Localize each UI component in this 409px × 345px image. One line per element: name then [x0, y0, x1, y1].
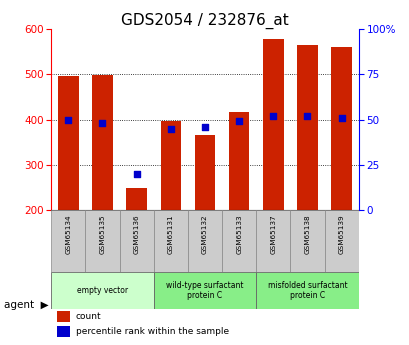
Bar	[57, 326, 70, 337]
Text: GSM65132: GSM65132	[202, 214, 207, 254]
Bar	[330, 47, 351, 210]
Bar	[228, 112, 249, 210]
Bar	[324, 210, 358, 273]
Bar	[119, 210, 153, 273]
Bar	[160, 121, 181, 210]
Text: misfolded surfactant
protein C: misfolded surfactant protein C	[267, 281, 346, 300]
Text: GSM65131: GSM65131	[167, 214, 173, 254]
Text: GSM65136: GSM65136	[133, 214, 139, 254]
Text: agent  ▶: agent ▶	[4, 300, 49, 310]
Point	[65, 117, 72, 122]
Text: count: count	[76, 312, 101, 321]
Point	[235, 119, 242, 124]
Bar	[222, 210, 256, 273]
Bar	[256, 273, 358, 308]
Text: GSM65134: GSM65134	[65, 214, 71, 254]
Bar	[51, 273, 153, 308]
Bar	[58, 76, 79, 210]
Point	[270, 113, 276, 119]
Bar	[263, 39, 283, 210]
Text: GSM65133: GSM65133	[236, 214, 242, 254]
Point	[167, 126, 174, 131]
Point	[99, 120, 106, 126]
Text: empty vector: empty vector	[77, 286, 128, 295]
Text: GSM65135: GSM65135	[99, 214, 105, 254]
Bar	[290, 210, 324, 273]
Bar	[92, 76, 112, 210]
Text: wild-type surfactant
protein C: wild-type surfactant protein C	[166, 281, 243, 300]
Bar	[256, 210, 290, 273]
Text: percentile rank within the sample: percentile rank within the sample	[76, 327, 228, 336]
Point	[133, 171, 139, 177]
Point	[201, 124, 208, 130]
Bar	[126, 188, 146, 210]
Bar	[297, 45, 317, 210]
Point	[337, 115, 344, 121]
Bar	[153, 273, 256, 308]
Text: GSM65138: GSM65138	[304, 214, 310, 254]
Title: GDS2054 / 232876_at: GDS2054 / 232876_at	[121, 13, 288, 29]
Bar	[51, 210, 85, 273]
Text: GSM65137: GSM65137	[270, 214, 276, 254]
Bar	[153, 210, 187, 273]
Bar	[85, 210, 119, 273]
Point	[303, 113, 310, 119]
Bar	[57, 312, 70, 322]
Bar	[187, 210, 222, 273]
Text: GSM65139: GSM65139	[338, 214, 344, 254]
Bar	[194, 136, 215, 210]
